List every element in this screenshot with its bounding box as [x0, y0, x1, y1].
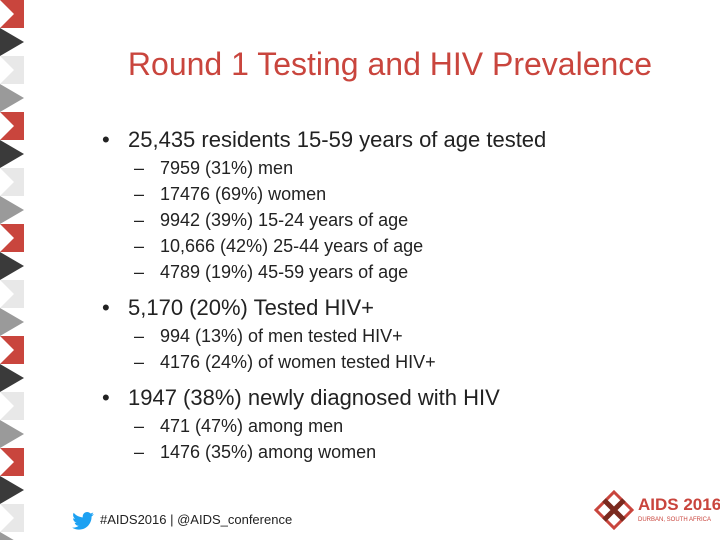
sub-dash: – — [134, 262, 145, 282]
bullet-text: 5,170 (20%) Tested HIV+ — [128, 295, 375, 320]
sub-text: 994 (13%) of men tested HIV+ — [160, 326, 403, 346]
sub-text: 1476 (35%) among women — [160, 442, 377, 462]
pattern-triangle — [0, 476, 24, 504]
sub-dash: – — [134, 184, 145, 204]
pattern-triangle — [0, 112, 24, 140]
pattern-triangle — [0, 168, 24, 196]
pattern-triangle — [0, 84, 24, 112]
bullet-text: 1947 (38%) newly diagnosed with HIV — [128, 385, 500, 410]
logo-mark — [594, 490, 634, 530]
pattern-triangle — [0, 28, 24, 56]
sub-dash: – — [134, 236, 145, 256]
pattern-triangle — [0, 140, 24, 168]
bullet-text: 25,435 residents 15-59 years of age test… — [128, 127, 547, 152]
sub-dash: – — [134, 442, 145, 462]
pattern-triangle — [0, 280, 24, 308]
sub-dash: – — [134, 210, 145, 230]
pattern-triangle — [0, 0, 24, 28]
sub-text: 471 (47%) among men — [160, 416, 344, 436]
pattern-triangle — [0, 196, 24, 224]
sub-dash: – — [134, 158, 145, 178]
sub-text: 10,666 (42%) 25-44 years of age — [160, 236, 424, 256]
sub-text: 9942 (39%) 15-24 years of age — [160, 210, 409, 230]
sub-text: 7959 (31%) men — [160, 158, 294, 178]
pattern-triangle — [0, 392, 24, 420]
bullet-dot: • — [102, 295, 110, 320]
bullet-dot: • — [102, 385, 110, 410]
twitter-icon — [72, 512, 94, 530]
pattern-triangle — [0, 252, 24, 280]
sub-dash: – — [134, 352, 145, 372]
pattern-triangle — [0, 364, 24, 392]
pattern-triangle — [0, 56, 24, 84]
bullet-dot: • — [102, 127, 110, 152]
pattern-triangle — [0, 420, 24, 448]
sub-text: 4176 (24%) of women tested HIV+ — [160, 352, 436, 372]
slide-title: Round 1 Testing and HIV Prevalence — [127, 46, 653, 82]
pattern-triangle — [0, 504, 24, 532]
logo-name: AIDS 2016 — [638, 495, 720, 514]
sub-text: 17476 (69%) women — [160, 184, 327, 204]
pattern-triangle — [0, 532, 14, 540]
sub-text: 4789 (19%) 45-59 years of age — [160, 262, 409, 282]
logo-place: DURBAN, SOUTH AFRICA — [638, 517, 712, 523]
pattern-triangle — [0, 308, 24, 336]
side-pattern — [0, 0, 24, 540]
footer-text: #AIDS2016 | @AIDS_conference — [100, 512, 293, 527]
pattern-triangle — [0, 224, 24, 252]
pattern-triangle — [0, 448, 24, 476]
sub-dash: – — [134, 326, 145, 346]
pattern-triangle — [0, 336, 24, 364]
sub-dash: – — [134, 416, 145, 436]
